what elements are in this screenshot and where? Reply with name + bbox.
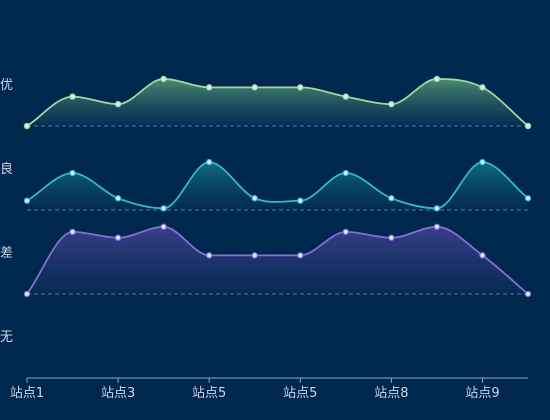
data-point[interactable] — [251, 252, 258, 259]
data-point[interactable] — [114, 100, 122, 108]
y-tick-label: 无 — [0, 330, 13, 345]
y-tick-label: 良 — [0, 161, 13, 177]
data-point[interactable] — [297, 84, 304, 91]
data-point[interactable] — [479, 252, 486, 259]
data-point[interactable] — [160, 223, 167, 230]
data-point[interactable] — [524, 290, 532, 298]
data-point[interactable] — [342, 228, 350, 236]
series-优 — [23, 75, 532, 130]
x-tick-label: 站点1 — [10, 386, 44, 401]
data-point[interactable] — [388, 234, 395, 241]
series-area — [27, 226, 528, 294]
data-point[interactable] — [479, 84, 486, 91]
data-point[interactable] — [114, 234, 122, 241]
data-point[interactable] — [388, 195, 395, 202]
data-point[interactable] — [297, 252, 304, 259]
x-tick-label: 站点5 — [192, 386, 226, 401]
x-tick-label: 站点3 — [101, 386, 135, 401]
y-tick-label: 差 — [0, 246, 13, 261]
data-point[interactable] — [69, 169, 76, 177]
data-point[interactable] — [524, 195, 532, 202]
data-point[interactable] — [342, 93, 350, 100]
data-point[interactable] — [524, 122, 532, 130]
data-point[interactable] — [433, 205, 441, 212]
data-point[interactable] — [160, 205, 167, 212]
data-point[interactable] — [342, 169, 350, 177]
series-良 — [23, 158, 532, 212]
data-point[interactable] — [23, 290, 31, 298]
series-area — [27, 78, 528, 126]
data-point[interactable] — [69, 93, 76, 100]
data-point[interactable] — [205, 158, 213, 166]
data-point[interactable] — [433, 75, 441, 83]
series-差 — [23, 223, 532, 298]
data-point[interactable] — [205, 84, 213, 91]
data-point[interactable] — [297, 197, 304, 204]
data-point[interactable] — [479, 158, 486, 166]
series-areas — [23, 75, 532, 298]
data-point[interactable] — [433, 223, 441, 230]
x-axis: 站点1 站点3 站点5 站点5 站点8 站点9 — [10, 377, 528, 401]
data-point[interactable] — [69, 228, 76, 236]
series-area — [27, 162, 528, 210]
x-tick-label: 站点9 — [465, 386, 499, 401]
y-tick-label: 优 — [0, 78, 13, 93]
data-point[interactable] — [251, 84, 258, 91]
data-point[interactable] — [23, 197, 31, 204]
data-point[interactable] — [23, 122, 31, 130]
data-point[interactable] — [114, 195, 122, 202]
data-point[interactable] — [251, 195, 258, 202]
data-point[interactable] — [388, 100, 395, 108]
data-point[interactable] — [160, 75, 167, 83]
x-tick-label: 站点8 — [374, 386, 408, 401]
series-line — [26, 78, 529, 127]
data-point[interactable] — [205, 252, 213, 259]
x-tick-label: 站点5 — [283, 386, 317, 401]
